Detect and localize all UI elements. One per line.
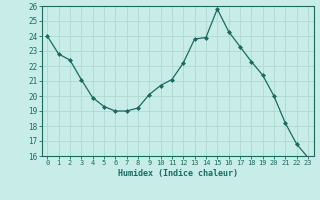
- X-axis label: Humidex (Indice chaleur): Humidex (Indice chaleur): [118, 169, 237, 178]
